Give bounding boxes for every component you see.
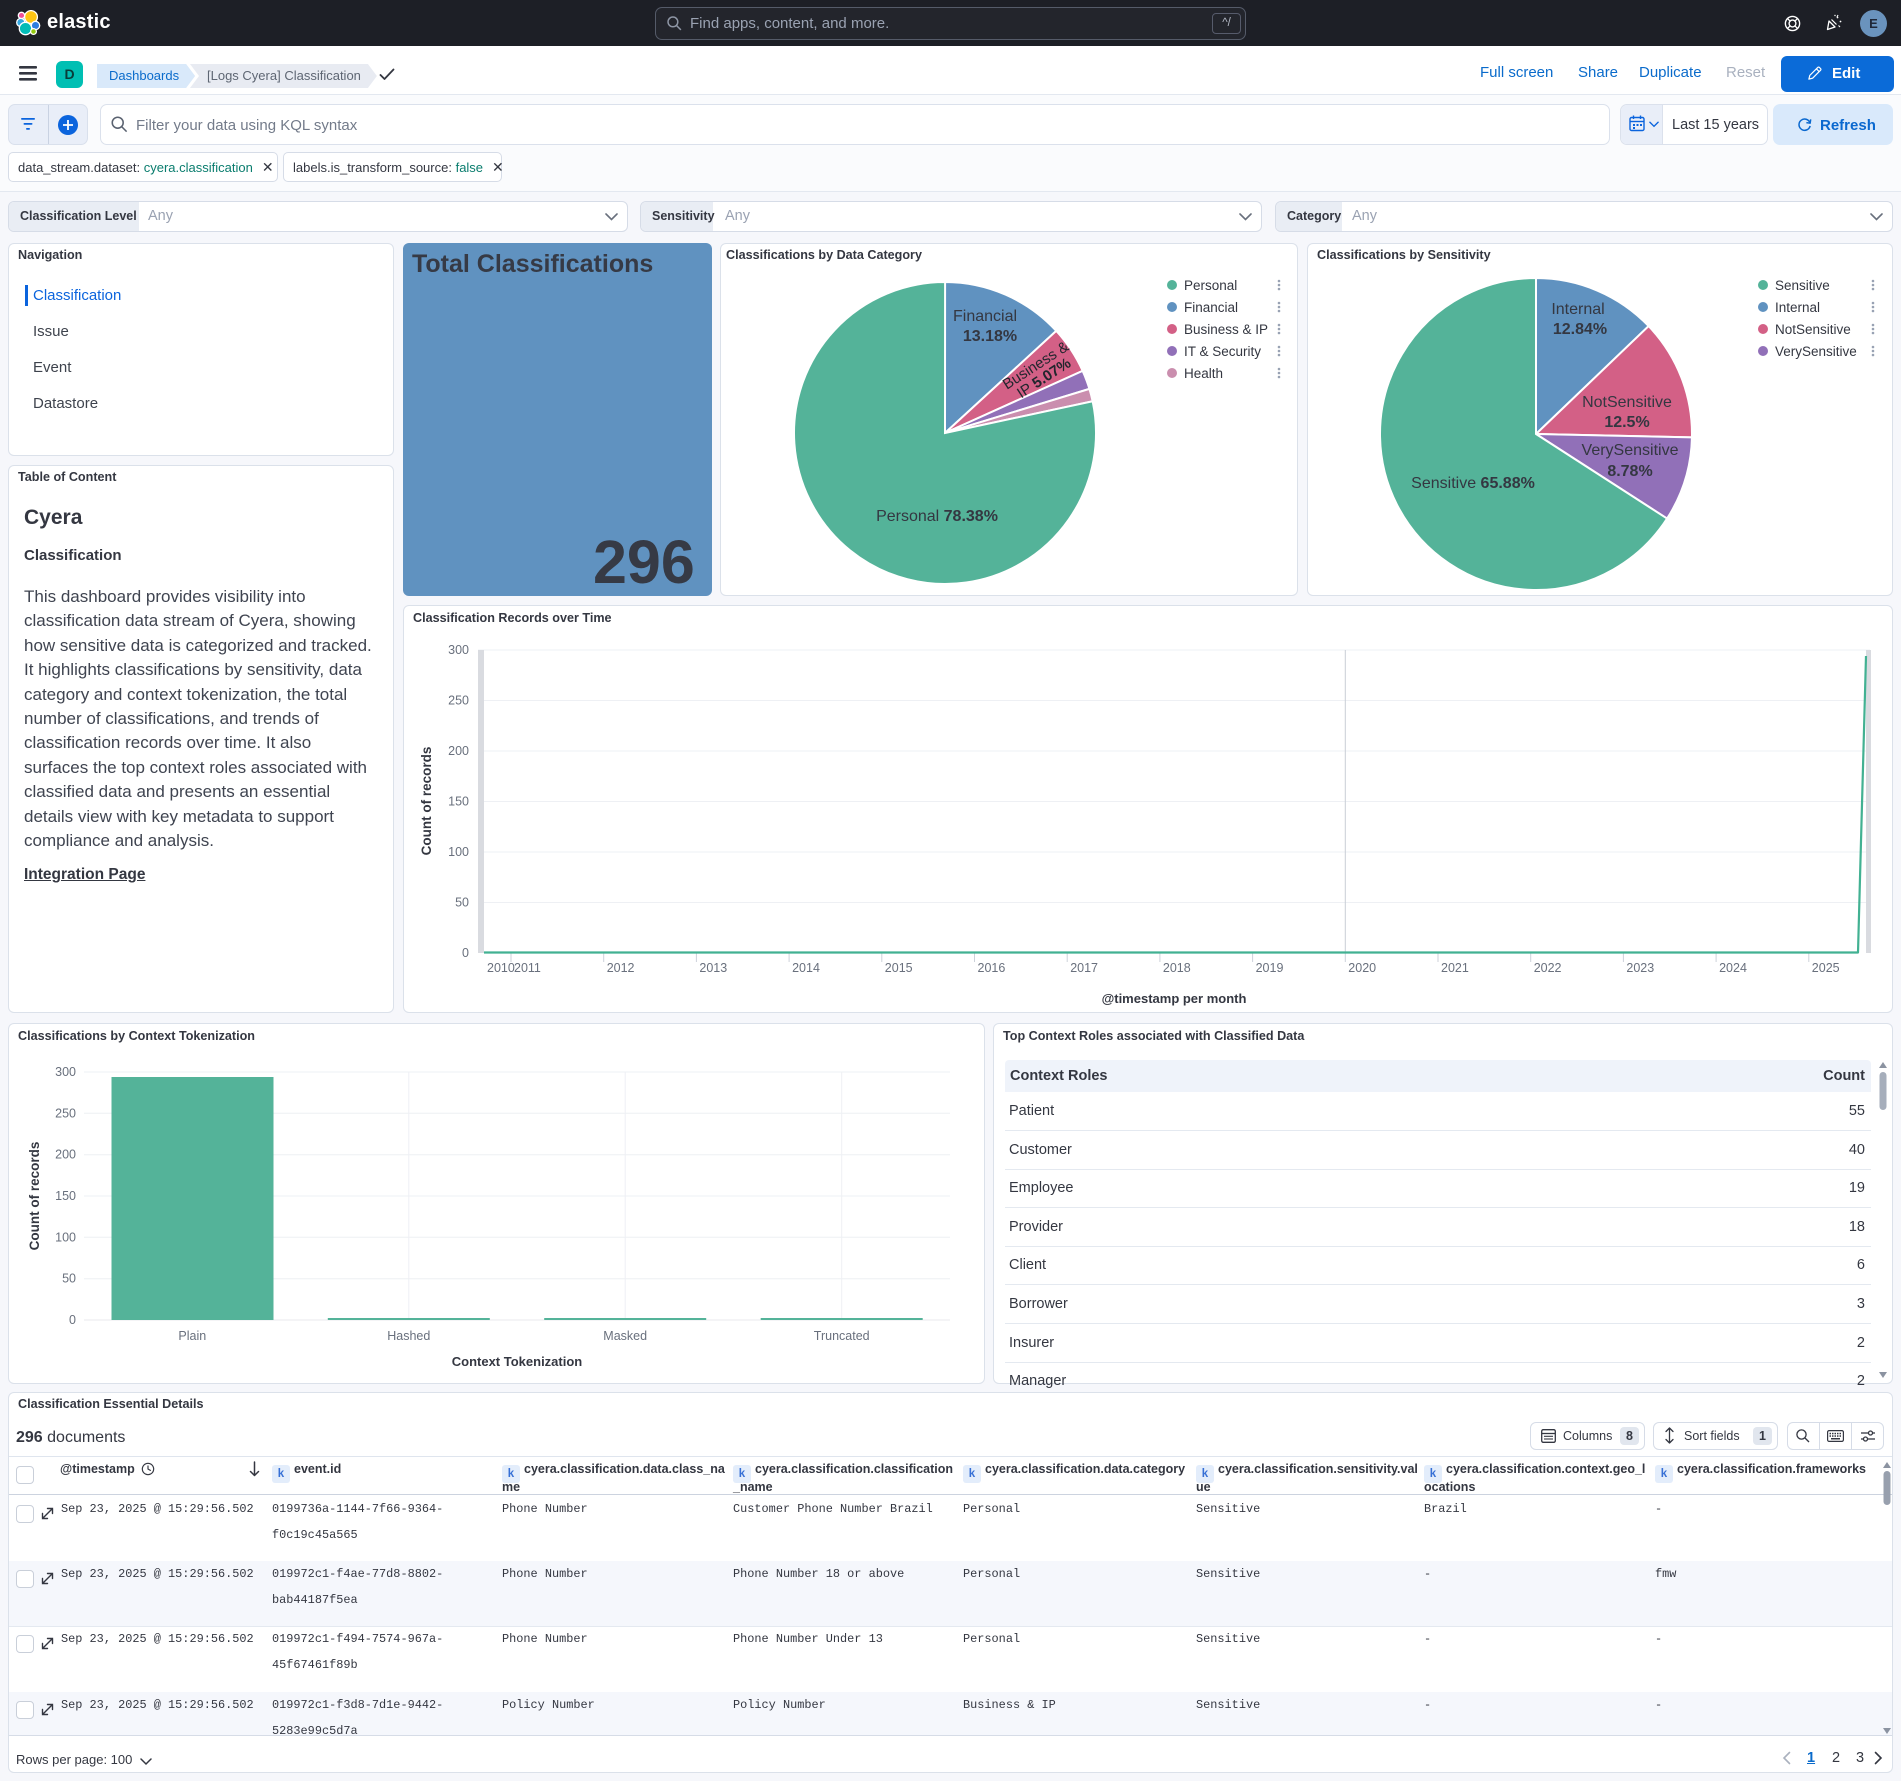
svg-text:2010: 2010 xyxy=(487,961,515,975)
svg-text:2012: 2012 xyxy=(607,961,635,975)
svg-text:2014: 2014 xyxy=(792,961,820,975)
svg-text:2024: 2024 xyxy=(1719,961,1747,975)
svg-text:2022: 2022 xyxy=(1534,961,1562,975)
svg-text:250: 250 xyxy=(448,694,469,708)
svg-text:Truncated: Truncated xyxy=(814,1329,870,1343)
svg-text:0: 0 xyxy=(462,946,469,960)
svg-text:250: 250 xyxy=(55,1106,76,1120)
svg-text:150: 150 xyxy=(55,1189,76,1203)
svg-text:Personal: Personal xyxy=(1184,278,1237,293)
svg-text:200: 200 xyxy=(55,1148,76,1162)
svg-text:2020: 2020 xyxy=(1348,961,1376,975)
svg-text:150: 150 xyxy=(448,795,469,809)
svg-text:VerySensitive: VerySensitive xyxy=(1775,344,1857,359)
svg-text:Masked: Masked xyxy=(603,1329,647,1343)
svg-text:2017: 2017 xyxy=(1070,961,1098,975)
svg-text:VerySensitive: VerySensitive xyxy=(1582,442,1679,459)
svg-text:Health: Health xyxy=(1184,366,1223,381)
svg-text:12.5%: 12.5% xyxy=(1604,414,1649,431)
svg-text:300: 300 xyxy=(448,643,469,657)
svg-text:13.18%: 13.18% xyxy=(963,328,1017,345)
svg-text:Sensitive 65.88%: Sensitive 65.88% xyxy=(1411,475,1535,492)
svg-text:50: 50 xyxy=(455,896,469,910)
svg-text:2025: 2025 xyxy=(1812,961,1840,975)
svg-text:2021: 2021 xyxy=(1441,961,1469,975)
svg-text:Personal 78.38%: Personal 78.38% xyxy=(876,508,998,525)
svg-text:0: 0 xyxy=(69,1313,76,1327)
svg-text:2018: 2018 xyxy=(1163,961,1191,975)
svg-text:IT & Security: IT & Security xyxy=(1184,344,1261,359)
svg-text:Plain: Plain xyxy=(178,1329,206,1343)
svg-text:Context Tokenization: Context Tokenization xyxy=(452,1354,583,1369)
svg-text:2019: 2019 xyxy=(1256,961,1284,975)
svg-text:2011: 2011 xyxy=(514,961,541,975)
svg-text:Count of records: Count of records xyxy=(419,747,434,856)
svg-text:@timestamp per month: @timestamp per month xyxy=(1102,991,1247,1006)
svg-text:2016: 2016 xyxy=(978,961,1006,975)
svg-text:Internal: Internal xyxy=(1551,301,1604,318)
svg-text:Sensitive: Sensitive xyxy=(1775,278,1830,293)
svg-text:50: 50 xyxy=(62,1272,76,1286)
svg-text:Internal: Internal xyxy=(1775,300,1820,315)
svg-text:NotSensitive: NotSensitive xyxy=(1582,394,1672,411)
svg-text:200: 200 xyxy=(448,744,469,758)
svg-text:100: 100 xyxy=(448,845,469,859)
svg-text:Business & IP: Business & IP xyxy=(1184,322,1268,337)
svg-text:Hashed: Hashed xyxy=(387,1329,430,1343)
svg-text:300: 300 xyxy=(55,1065,76,1079)
svg-text:100: 100 xyxy=(55,1230,76,1244)
svg-text:2015: 2015 xyxy=(885,961,913,975)
svg-text:8.78%: 8.78% xyxy=(1607,463,1652,480)
svg-text:NotSensitive: NotSensitive xyxy=(1775,322,1851,337)
svg-text:12.84%: 12.84% xyxy=(1553,321,1607,338)
svg-text:Financial: Financial xyxy=(953,308,1017,325)
svg-text:2013: 2013 xyxy=(699,961,727,975)
svg-text:Count of records: Count of records xyxy=(27,1142,42,1251)
svg-text:2023: 2023 xyxy=(1626,961,1654,975)
svg-text:Financial: Financial xyxy=(1184,300,1238,315)
